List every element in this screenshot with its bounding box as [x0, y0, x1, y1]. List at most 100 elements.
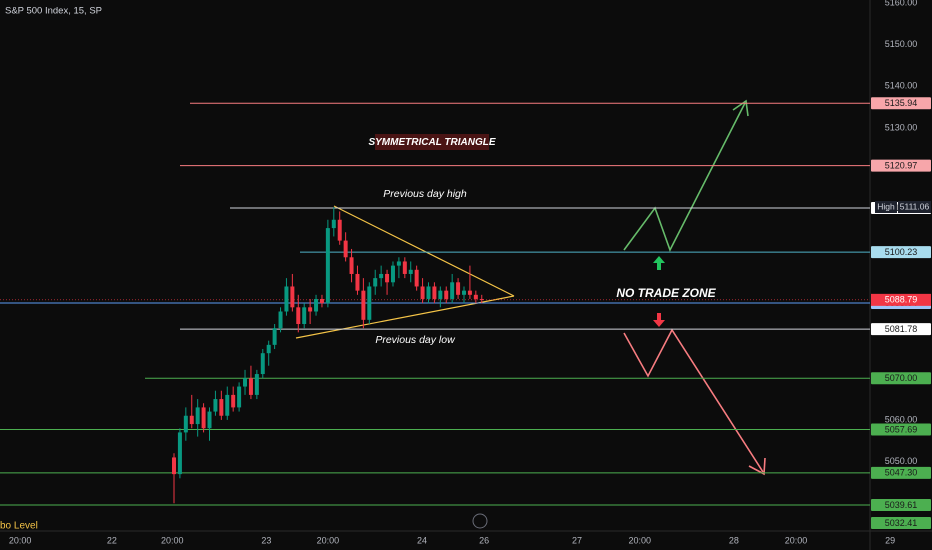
candle-body	[183, 415, 188, 433]
candle-body	[432, 286, 437, 299]
x-tick-label: 23	[261, 535, 271, 545]
y-tick-label: 5150.00	[885, 39, 918, 49]
level-label-box	[871, 372, 931, 385]
candle-body	[367, 286, 372, 320]
candle-body	[390, 265, 395, 283]
candle-body	[254, 374, 259, 395]
candle-body	[201, 407, 206, 429]
level-label-box	[871, 97, 931, 110]
candle-body	[213, 399, 218, 412]
candle-body	[473, 294, 478, 299]
y-tick-label: 5130.00	[885, 122, 918, 132]
level-label-box	[871, 517, 931, 529]
level-label: 5070.00	[885, 373, 918, 383]
candle-body	[219, 399, 224, 416]
candle-body	[349, 257, 354, 274]
candle-body	[385, 273, 390, 283]
level-label: 5100.23	[885, 247, 918, 257]
candle-body	[444, 290, 449, 299]
level-label: 5135.94	[885, 98, 918, 108]
candle-body	[450, 282, 455, 299]
high-name: High	[877, 202, 895, 212]
x-tick-label: 26	[479, 535, 489, 545]
candle-body	[296, 307, 301, 325]
high-value-box	[898, 200, 931, 213]
candle-body	[456, 282, 461, 295]
level-label: 5081.78	[885, 324, 918, 334]
candle-body	[479, 298, 484, 300]
x-tick-label: 20:00	[785, 535, 808, 545]
candle-body	[177, 432, 182, 475]
candle-body	[414, 269, 419, 287]
candle-body	[314, 298, 319, 312]
zone-label: NO TRADE ZONE	[616, 286, 716, 300]
candle-body	[225, 394, 230, 416]
bull-head	[732, 99, 749, 117]
candle-body	[426, 286, 431, 299]
x-tick-label: 20:00	[161, 535, 184, 545]
bull-path	[623, 102, 746, 253]
pattern-box	[375, 134, 489, 150]
candle-body	[361, 290, 366, 320]
candle-body	[331, 219, 336, 229]
x-tick-label: 22	[107, 535, 117, 545]
x-tick-label: 20:00	[629, 535, 652, 545]
y-tick-label: 5160.00	[885, 0, 918, 7]
level-label-box	[871, 323, 931, 336]
x-tick-label: 28	[729, 535, 739, 545]
candle-body	[284, 286, 289, 312]
candle-body	[379, 273, 384, 279]
x-tick-label: 20:00	[317, 535, 340, 545]
candle-body	[207, 411, 212, 429]
high-value: 5111.06	[900, 202, 930, 212]
x-tick-label: 20:00	[9, 535, 32, 545]
pattern-label: SYMMETRICAL TRIANGLE	[368, 137, 495, 148]
candle-body	[272, 328, 277, 345]
y-tick-label: 5140.00	[885, 81, 918, 91]
x-tick-label: 24	[417, 535, 427, 545]
level-label: 5120.97	[885, 161, 918, 171]
candle-body	[266, 344, 271, 354]
x-tick-label: 27	[572, 535, 582, 545]
candle-body	[278, 311, 283, 329]
candle-body	[355, 273, 360, 291]
level-label: 5039.61	[885, 500, 918, 510]
x-tick-label: 29	[885, 535, 895, 545]
candle-body	[420, 286, 425, 299]
bear-head	[748, 457, 766, 476]
candle-body	[337, 219, 342, 241]
prev-low-label: Previous day low	[375, 334, 456, 346]
candle-body	[248, 378, 253, 395]
candle-body	[195, 407, 200, 425]
last-price-label: 5088.79	[885, 295, 918, 305]
candle-body	[373, 278, 378, 287]
candle-body	[408, 269, 413, 274]
level-label-box	[871, 246, 931, 259]
candle-body	[325, 228, 330, 304]
up-icon	[653, 256, 665, 270]
bear-path	[623, 328, 764, 473]
candle-body	[343, 240, 348, 258]
candle-body	[302, 307, 307, 325]
level-label: 5057.69	[885, 424, 918, 434]
triangle-upper	[333, 205, 515, 297]
level-label-box	[871, 498, 931, 511]
level-label-box	[871, 423, 931, 436]
level-label-box	[871, 159, 931, 172]
candle-body	[319, 298, 324, 304]
candle-body	[462, 290, 466, 295]
chart-title: S&P 500 Index, 15, SP	[5, 6, 102, 17]
candle-body	[243, 378, 248, 387]
replay-icon[interactable]	[472, 513, 488, 529]
candle-body	[237, 386, 242, 408]
candle-body	[290, 286, 295, 308]
candle-body	[260, 353, 265, 375]
down-icon	[653, 313, 665, 327]
prev-high-label: Previous day high	[383, 188, 467, 200]
candle-body	[402, 261, 407, 274]
y-tick-label: 5060.00	[885, 414, 918, 424]
candle-body	[438, 290, 443, 299]
y-tick-label: 5050.00	[885, 456, 918, 466]
candle-body	[396, 261, 401, 266]
